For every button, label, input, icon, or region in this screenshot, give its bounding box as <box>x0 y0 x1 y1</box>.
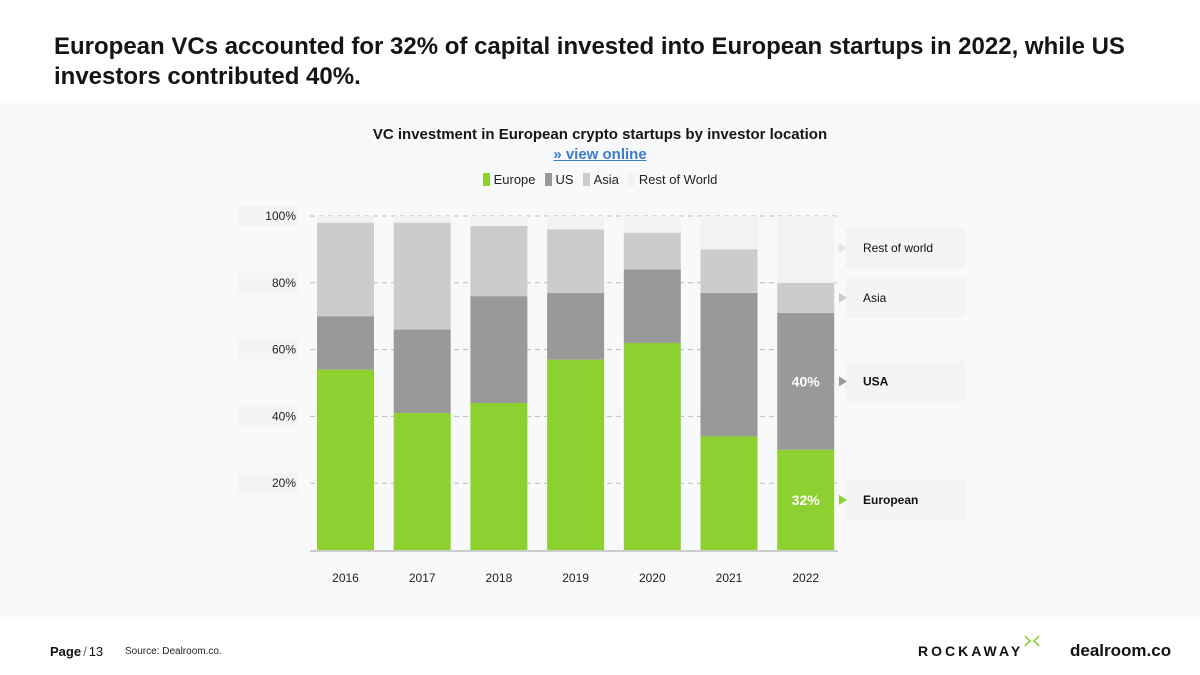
bar-us-2016 <box>317 316 374 370</box>
data-label-europe: 32% <box>792 492 821 508</box>
rockaway-logo: ROCKAWAY <box>918 643 1024 659</box>
bar-europe-2019 <box>547 359 605 550</box>
annotation-band <box>845 277 965 318</box>
annotation-arrow-icon <box>839 292 847 303</box>
legend-swatch-us <box>544 173 552 186</box>
legend-swatch-rest-of-world <box>627 173 635 186</box>
bar-rest-of-world-2022 <box>777 216 835 283</box>
y-tick-band <box>238 473 298 494</box>
legend-item-europe: Europe <box>482 172 536 187</box>
bar-asia-2020 <box>623 232 681 270</box>
headline: European VCs accounted for 32% of capita… <box>54 33 1125 90</box>
x-tick-label: 2017 <box>409 571 436 585</box>
annotation-usa: USA <box>863 374 889 388</box>
legend-item-rest-of-world: Rest of World <box>627 172 718 187</box>
annotation-rest-of-world: Rest of world <box>863 241 933 255</box>
bar-europe-2022 <box>777 449 835 550</box>
data-label-us: 40% <box>792 373 821 389</box>
legend-item-us: US <box>544 172 574 187</box>
y-tick-label: 40% <box>272 409 296 423</box>
y-tick-label: 60% <box>272 343 296 357</box>
x-tick-label: 2019 <box>562 571 589 585</box>
page-label: Page <box>50 644 82 659</box>
bar-us-2020 <box>623 269 681 343</box>
legend-label-rest-of-world: Rest of World <box>638 172 718 187</box>
x-tick-label: 2016 <box>332 571 359 585</box>
bar-rest-of-world-2016 <box>317 216 374 223</box>
annotation-asia: Asia <box>863 291 887 305</box>
annotation-band <box>845 228 965 268</box>
rockaway-mark-icon <box>1024 635 1040 647</box>
bar-europe-2018 <box>470 403 528 550</box>
annotation-band <box>845 361 965 402</box>
x-tick-label: 2020 <box>639 571 666 585</box>
bar-rest-of-world-2018 <box>470 216 528 227</box>
y-tick-label: 80% <box>272 276 296 290</box>
footer <box>0 617 1200 675</box>
bar-us-2019 <box>547 292 605 360</box>
bar-asia-2017 <box>393 222 451 330</box>
bar-us-2022 <box>777 312 835 450</box>
y-tick-label: 100% <box>265 209 296 223</box>
bar-asia-2019 <box>547 229 605 293</box>
legend-item-asia: Asia <box>582 172 619 187</box>
bar-rest-of-world-2020 <box>623 216 681 233</box>
bar-europe-2016 <box>317 369 374 550</box>
x-tick-label: 2022 <box>792 571 819 585</box>
bar-asia-2016 <box>317 222 374 317</box>
annotation-band <box>845 479 965 520</box>
annotation-arrow-icon <box>839 494 847 505</box>
y-tick-band <box>238 339 298 360</box>
legend-label-us: US <box>555 172 574 187</box>
y-tick-band <box>238 206 298 226</box>
bar-asia-2021 <box>700 249 758 293</box>
bar-us-2018 <box>470 296 528 404</box>
chart-title: VC investment in European crypto startup… <box>372 126 828 143</box>
legend-label-europe: Europe <box>493 172 536 187</box>
page-number: 13 <box>88 644 104 659</box>
x-tick-label: 2018 <box>486 571 513 585</box>
annotation-arrow-icon <box>839 243 847 253</box>
chart-legend: Europe US Asia Rest of World <box>300 172 900 187</box>
bar-rest-of-world-2019 <box>547 216 605 230</box>
bar-us-2021 <box>700 292 758 437</box>
dealroom-logo: dealroom.co <box>1070 641 1172 660</box>
bar-rest-of-world-2017 <box>393 216 451 223</box>
legend-swatch-asia <box>582 173 590 186</box>
bar-asia-2022 <box>777 282 835 313</box>
bar-europe-2017 <box>393 413 451 550</box>
legend-swatch-europe <box>482 173 490 186</box>
legend-label-asia: Asia <box>593 172 619 187</box>
y-tick-band <box>238 272 298 293</box>
bar-us-2017 <box>393 329 451 414</box>
page-separator: / <box>83 644 87 659</box>
page-indicator: Page/13 <box>50 644 103 659</box>
annotation-arrow-icon <box>839 376 847 387</box>
x-tick-label: 2021 <box>716 571 743 585</box>
bar-europe-2020 <box>623 342 681 550</box>
bar-europe-2021 <box>700 436 758 550</box>
y-tick-band <box>238 406 298 427</box>
bar-rest-of-world-2021 <box>700 216 758 250</box>
source-note: Source: Dealroom.co. <box>125 646 222 657</box>
annotation-european: European <box>863 493 918 507</box>
view-online-link[interactable]: » view online <box>553 146 647 163</box>
bar-asia-2018 <box>470 226 528 297</box>
y-tick-label: 20% <box>272 476 296 490</box>
